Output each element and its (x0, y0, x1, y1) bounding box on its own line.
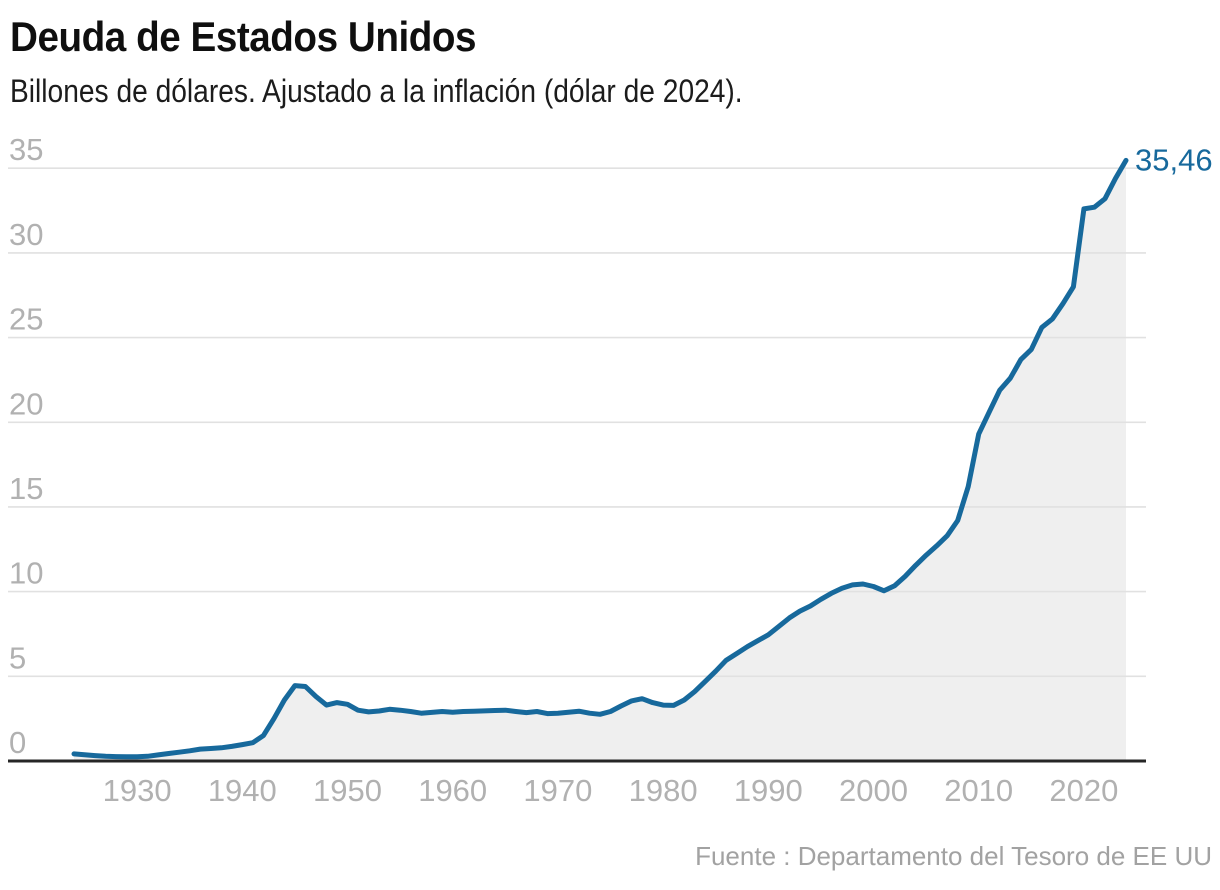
x-tick-label-2010: 2010 (944, 773, 1013, 808)
y-tick-label-30: 30 (9, 217, 43, 252)
debt-area-fill (74, 160, 1126, 761)
x-tick-label-1970: 1970 (523, 773, 592, 808)
y-tick-label-35: 35 (9, 132, 43, 167)
x-tick-label-1960: 1960 (418, 773, 487, 808)
y-tick-label-20: 20 (9, 386, 43, 421)
y-tick-label-10: 10 (9, 556, 43, 591)
y-tick-label-25: 25 (9, 302, 43, 337)
x-tick-label-1940: 1940 (208, 773, 277, 808)
page-title: Deuda de Estados Unidos (10, 13, 477, 60)
x-tick-label-1930: 1930 (103, 773, 172, 808)
x-tick-label-1980: 1980 (629, 773, 698, 808)
source-note: Fuente : Departamento del Tesoro de EE U… (695, 841, 1212, 871)
y-tick-label-0: 0 (9, 725, 26, 760)
x-tick-label-2000: 2000 (839, 773, 908, 808)
y-tick-label-5: 5 (9, 640, 26, 675)
y-tick-label-15: 15 (9, 471, 43, 506)
debt-line (71, 157, 1129, 760)
chart-subtitle: Billones de dólares. Ajustado a la infla… (10, 73, 743, 109)
x-tick-label-1990: 1990 (734, 773, 803, 808)
end-value-label: 35,46 (1135, 142, 1213, 177)
x-tick-label-2020: 2020 (1049, 773, 1118, 808)
x-tick-label-1950: 1950 (313, 773, 382, 808)
